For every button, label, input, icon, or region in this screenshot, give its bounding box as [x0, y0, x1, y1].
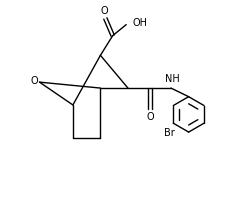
Text: O: O: [30, 76, 38, 86]
Text: OH: OH: [132, 18, 147, 28]
Text: O: O: [146, 112, 154, 122]
Text: NH: NH: [164, 74, 179, 84]
Text: Br: Br: [164, 128, 175, 138]
Text: O: O: [100, 6, 108, 16]
